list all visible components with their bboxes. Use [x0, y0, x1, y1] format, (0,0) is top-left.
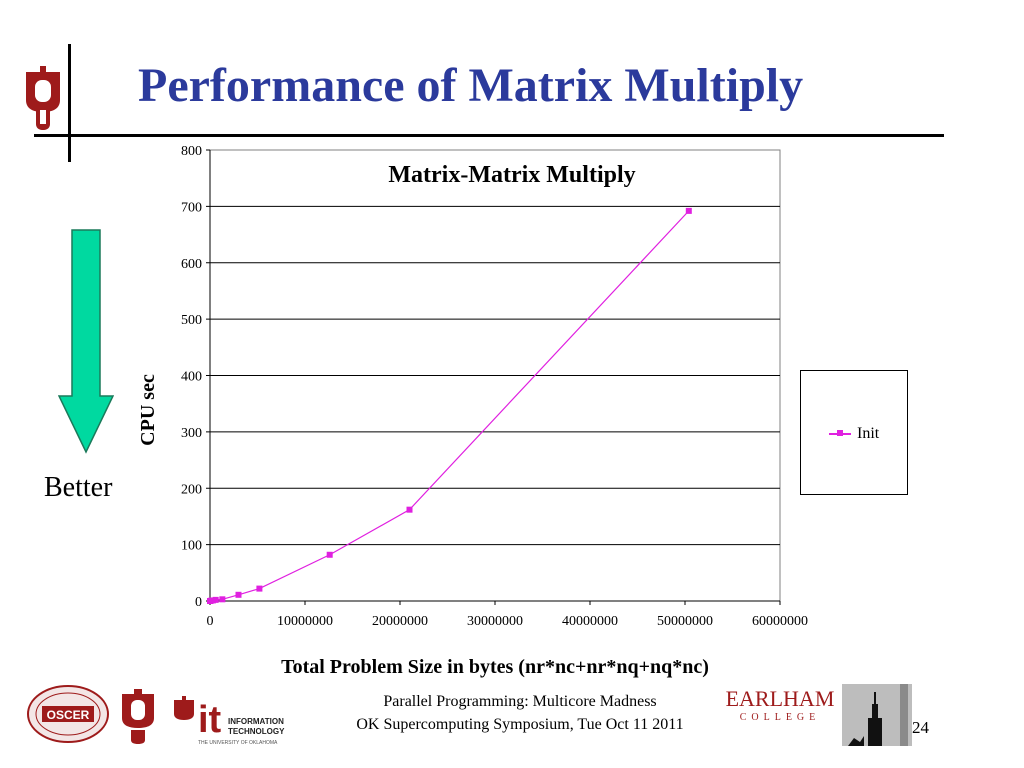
y-axis-label: CPU sec — [137, 374, 159, 446]
x-tick-label: 60000000 — [752, 614, 808, 629]
series-layer — [207, 207, 692, 604]
x-tick-label: 30000000 — [467, 614, 523, 629]
y-tick-label: 800 — [181, 144, 202, 159]
y-tick-label: 700 — [181, 200, 202, 215]
information-technology-logo-icon: it INFORMATION TECHNOLOGY THE UNIVERSITY… — [174, 696, 285, 746]
x-tick-label: 10000000 — [277, 614, 333, 629]
building-silhouette-image — [842, 684, 912, 746]
ou-logo-icon — [26, 66, 60, 130]
x-tick-label: 40000000 — [562, 614, 618, 629]
data-point — [685, 207, 692, 214]
chart-legend: Init — [800, 370, 908, 495]
y-tick-label: 100 — [181, 539, 202, 554]
page-number: 24 — [912, 718, 929, 737]
earlham-college-logo-icon: EARLHAM COLLEGE — [726, 686, 835, 723]
data-point — [256, 585, 263, 592]
y-tick-label: 300 — [181, 426, 202, 441]
down-arrow-icon — [58, 229, 114, 454]
ou-small-logo-icon — [122, 689, 154, 744]
data-point — [212, 596, 219, 603]
svg-text:OSCER: OSCER — [47, 708, 90, 722]
data-point — [235, 591, 242, 598]
ticks: 0 100 200 300 400 500 600 700 800 0 10000000 200000… — [181, 144, 808, 629]
svg-text:it: it — [198, 699, 222, 741]
svg-text:COLLEGE: COLLEGE — [740, 712, 821, 723]
slide-title: Performance of Matrix Multiply — [138, 59, 804, 112]
series-line-init — [209, 210, 690, 602]
footer-line-1: Parallel Programming: Multicore Madness — [383, 693, 657, 710]
chart-title: Matrix-Matrix Multiply — [388, 162, 635, 188]
svg-text:TECHNOLOGY: TECHNOLOGY — [228, 727, 285, 736]
footer-line-2: OK Supercomputing Symposium, Tue Oct 11 … — [356, 716, 684, 733]
svg-text:EARLHAM: EARLHAM — [726, 686, 835, 711]
oscer-seal-logo-icon: OSCER — [27, 685, 109, 743]
header-horizontal-rule — [34, 134, 944, 137]
data-point — [406, 506, 413, 513]
svg-text:INFORMATION: INFORMATION — [228, 717, 284, 726]
y-tick-label: 400 — [181, 370, 202, 385]
data-point — [219, 596, 226, 603]
x-tick-label: 0 — [207, 614, 214, 629]
y-tick-label: 600 — [181, 257, 202, 272]
better-label: Better — [44, 472, 113, 503]
x-tick-label: 20000000 — [372, 614, 428, 629]
svg-text:THE UNIVERSITY OF OKLAHOMA: THE UNIVERSITY OF OKLAHOMA — [198, 740, 278, 746]
chart: 0 100 200 300 400 500 600 700 800 0 10000000 200000… — [137, 144, 808, 678]
x-axis-label: Total Problem Size in bytes (nr*nc+nr*nq… — [281, 656, 709, 678]
y-tick-label: 200 — [181, 482, 202, 497]
grid — [209, 149, 781, 602]
y-tick-label: 500 — [181, 313, 202, 328]
header-vertical-rule — [68, 44, 71, 162]
x-tick-label: 50000000 — [657, 614, 713, 629]
data-point — [326, 551, 333, 558]
y-tick-label: 0 — [195, 595, 202, 610]
legend-square-marker — [837, 430, 843, 436]
legend-label-init: Init — [857, 425, 880, 442]
